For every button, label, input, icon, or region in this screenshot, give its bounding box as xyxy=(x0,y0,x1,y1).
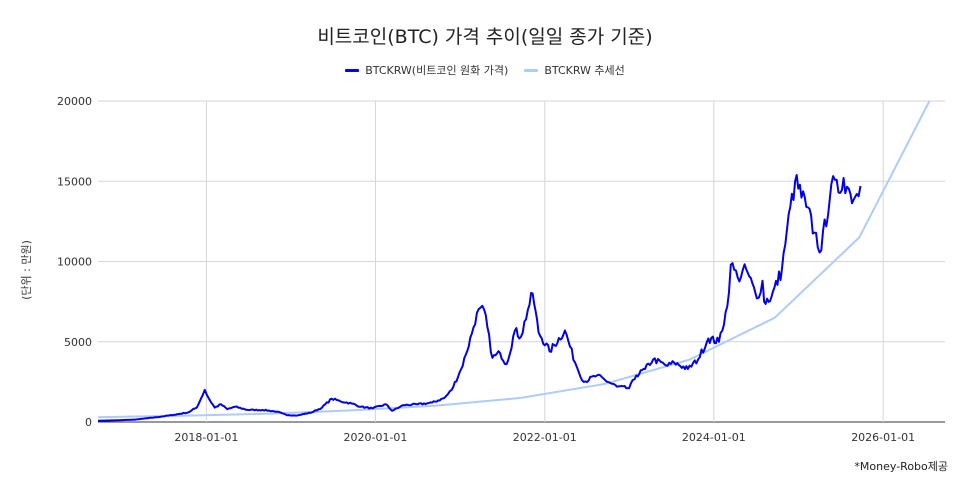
y-tick-label: 0 xyxy=(85,416,92,429)
source-note: *Money-Robo제공 xyxy=(854,460,948,473)
y-tick-label: 10000 xyxy=(57,256,92,269)
legend-label-trend: BTCKRW 추세선 xyxy=(544,64,625,77)
x-tick-label: 2026-01-01 xyxy=(851,431,915,444)
legend: BTCKRW(비트코인 원화 가격) BTCKRW 추세선 xyxy=(0,62,970,78)
x-tick-label: 2018-01-01 xyxy=(174,431,238,444)
y-tick-label: 5000 xyxy=(64,336,92,349)
y-tick-label: 20000 xyxy=(57,95,92,108)
x-tick-label: 2022-01-01 xyxy=(513,431,577,444)
legend-swatch-trend xyxy=(524,68,539,72)
legend-item-price[interactable]: BTCKRW(비트코인 원화 가격) xyxy=(345,62,508,78)
series-line-price xyxy=(98,174,862,422)
legend-label-price: BTCKRW(비트코인 원화 가격) xyxy=(365,64,509,77)
legend-swatch-price xyxy=(345,68,360,72)
series-line-trend xyxy=(98,100,931,419)
chart-title: 비트코인(BTC) 가격 추이(일일 종가 기준) xyxy=(317,26,653,48)
x-tick-label: 2024-01-01 xyxy=(682,431,746,444)
y-tick-label: 15000 xyxy=(57,175,92,188)
x-tick-label: 2020-01-01 xyxy=(344,431,408,444)
legend-item-trend[interactable]: BTCKRW 추세선 xyxy=(524,62,625,78)
